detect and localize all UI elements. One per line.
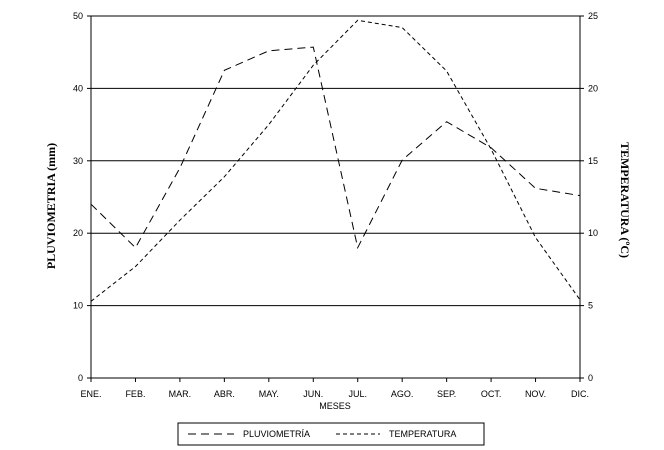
y-tick-label: 20 bbox=[73, 228, 83, 238]
x-axis-title: MESES bbox=[319, 401, 351, 411]
x-tick-label: DIC. bbox=[571, 389, 589, 399]
legend-label-pluviometria: PLUVIOMETRÍA bbox=[243, 429, 310, 439]
left-axis-ticks: 0 10 20 30 40 50 bbox=[73, 11, 91, 383]
y2-tick-label: 15 bbox=[588, 156, 598, 166]
x-tick-label: SEP. bbox=[437, 389, 456, 399]
x-tick-label: FEB. bbox=[125, 389, 145, 399]
axes bbox=[90, 16, 581, 379]
y-axis-title: PLUVIOMETRIA (mm) bbox=[44, 143, 58, 269]
legend-box bbox=[177, 422, 485, 446]
y-tick-label: 0 bbox=[78, 373, 83, 383]
x-axis-ticks: ENE. FEB. MAR. ABR. MAY. JUN. JUL. AGO. SEP. OCT.… bbox=[80, 378, 589, 399]
legend: PLUVIOMETRÍA TEMPERATURA bbox=[177, 422, 485, 446]
x-tick-label: JUL. bbox=[348, 389, 367, 399]
legend-label-temperatura: TEMPERATURA bbox=[389, 429, 456, 439]
x-tick-label: OCT. bbox=[481, 389, 502, 399]
y-tick-label: 10 bbox=[73, 301, 83, 311]
x-tick-label: MAY. bbox=[259, 389, 279, 399]
y-tick-label: 40 bbox=[73, 83, 83, 93]
y2-tick-label: 0 bbox=[588, 373, 593, 383]
y-tick-label: 30 bbox=[73, 156, 83, 166]
y2-tick-label: 20 bbox=[588, 83, 598, 93]
y2-tick-label: 25 bbox=[588, 11, 598, 21]
gridlines bbox=[91, 15, 580, 307]
x-tick-label: MAR. bbox=[169, 389, 192, 399]
right-axis-ticks: 0 5 10 15 20 25 bbox=[580, 11, 598, 383]
y-tick-label: 50 bbox=[73, 11, 83, 21]
series-line-pluviometria bbox=[90, 46, 581, 250]
y2-axis-title: TEMPERATURA (ºC) bbox=[618, 142, 632, 258]
series-line-temperatura bbox=[90, 19, 581, 302]
y2-tick-label: 10 bbox=[588, 228, 598, 238]
x-tick-label: AGO. bbox=[391, 389, 414, 399]
x-tick-label: ENE. bbox=[80, 389, 101, 399]
x-tick-label: NOV. bbox=[525, 389, 546, 399]
x-tick-label: JUN. bbox=[303, 389, 323, 399]
series-lines bbox=[90, 19, 581, 302]
y2-tick-label: 5 bbox=[588, 301, 593, 311]
x-tick-label: ABR. bbox=[214, 389, 235, 399]
